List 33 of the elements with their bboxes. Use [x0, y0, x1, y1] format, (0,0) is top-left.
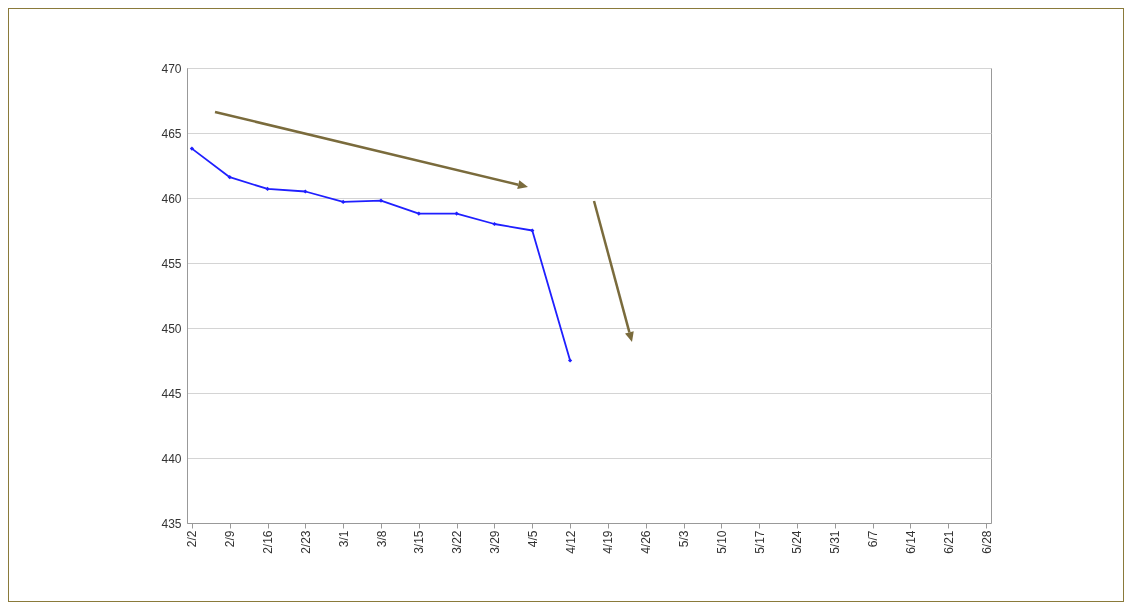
y-tick-label: 450 [161, 321, 182, 336]
x-tick-label: 6/21 [941, 530, 956, 554]
point [454, 211, 459, 216]
y-tick-label: 465 [161, 126, 182, 141]
x-tick-label: 3/15 [412, 530, 427, 554]
x-tick-label: 4/12 [563, 530, 578, 554]
x-tick-label: 2/2 [185, 530, 200, 548]
y-tick-label: 440 [161, 451, 182, 466]
point [341, 199, 346, 205]
y-tick-label: 460 [161, 191, 182, 206]
x-tick-label: 5/31 [828, 530, 843, 554]
x-tick-label: 3/8 [374, 530, 389, 548]
x-tick-label: 2/23 [298, 530, 313, 554]
point [227, 175, 232, 180]
x-tick-label: 4/26 [639, 530, 654, 554]
x-tick-label: 4/19 [601, 530, 616, 554]
y-tick-label: 445 [161, 386, 182, 401]
x-tick-label: 5/24 [790, 530, 805, 554]
x-tick-label: 5/17 [752, 530, 767, 554]
x-tick-label: 4/5 [525, 530, 540, 548]
x-tick-label: 3/22 [450, 530, 465, 554]
x-tick-label: 5/10 [714, 530, 729, 554]
x-tick-label: 2/16 [261, 530, 276, 554]
x-tick-label: 3/29 [487, 530, 502, 554]
y-tick-label: 435 [161, 516, 182, 531]
y-tick-label: 455 [161, 256, 182, 271]
x-tick-label: 6/7 [866, 530, 881, 548]
x-tick-label: 3/1 [336, 530, 351, 548]
x-tick-label: 5/3 [677, 530, 692, 548]
x-tick-label: 6/28 [979, 530, 994, 554]
y-tick-label: 470 [161, 61, 182, 76]
x-tick-label: 6/14 [903, 530, 918, 554]
x-tick-label: 2/9 [223, 530, 238, 548]
